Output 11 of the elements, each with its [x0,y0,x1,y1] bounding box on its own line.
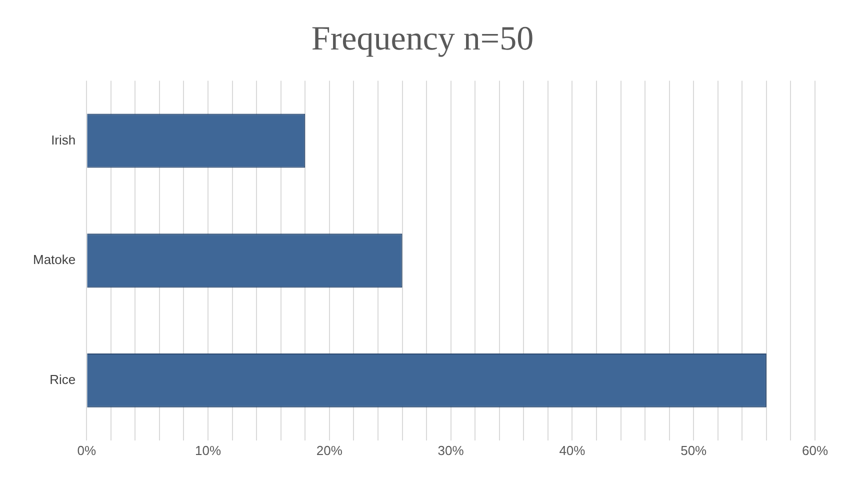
chart-title: Frequency n=50 [311,20,534,58]
x-tick-label: 30% [438,442,464,458]
x-tick-label: 60% [802,442,828,458]
y-tick-label: Irish [51,132,76,148]
x-tick-label: 20% [316,442,343,458]
x-tick-label: 50% [680,442,708,458]
y-tick-label: Matoke [32,252,76,268]
x-tick-label: 0% [77,442,96,458]
x-tick-label: 10% [195,442,222,458]
x-tick-label: 40% [559,442,586,458]
y-tick-label: Rice [50,372,76,388]
